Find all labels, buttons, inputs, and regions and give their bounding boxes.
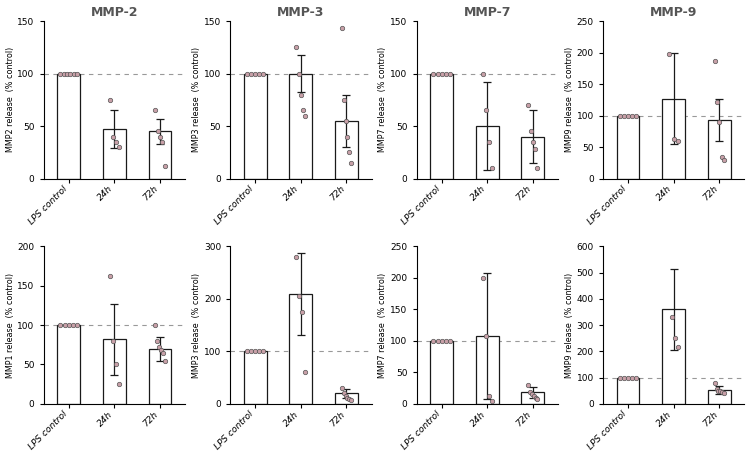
Bar [103,129,126,179]
Y-axis label: MMP3 release  (% control): MMP3 release (% control) [192,272,201,377]
Bar [335,393,358,404]
Bar [290,74,312,179]
Y-axis label: MMP1 release  (% control): MMP1 release (% control) [5,272,14,377]
Y-axis label: MMP9 release  (% control): MMP9 release (% control) [565,47,574,153]
Y-axis label: MMP7 release  (% control): MMP7 release (% control) [379,272,388,378]
Bar [244,74,266,179]
Bar [148,131,172,179]
Y-axis label: MMP9 release  (% control): MMP9 release (% control) [565,272,574,378]
Title: MMP-3: MMP-3 [277,5,325,19]
Bar [521,137,544,179]
Bar [430,341,453,404]
Bar [57,74,80,179]
Bar [708,120,730,179]
Bar [616,377,640,404]
Title: MMP-7: MMP-7 [464,5,511,19]
Bar [335,121,358,179]
Bar [708,390,730,404]
Y-axis label: MMP2 release  (% control): MMP2 release (% control) [5,47,14,153]
Bar [244,351,266,404]
Title: MMP-2: MMP-2 [91,5,138,19]
Bar [616,116,640,179]
Bar [662,309,685,404]
Bar [57,325,80,404]
Title: MMP-9: MMP-9 [650,5,698,19]
Bar [476,126,499,179]
Y-axis label: MMP3 release  (% control): MMP3 release (% control) [192,47,201,152]
Bar [430,74,453,179]
Bar [290,293,312,404]
Bar [103,339,126,404]
Y-axis label: MMP7 release  (% control): MMP7 release (% control) [379,47,388,153]
Bar [148,349,172,404]
Bar [476,336,499,404]
Bar [662,99,685,179]
Bar [521,393,544,404]
